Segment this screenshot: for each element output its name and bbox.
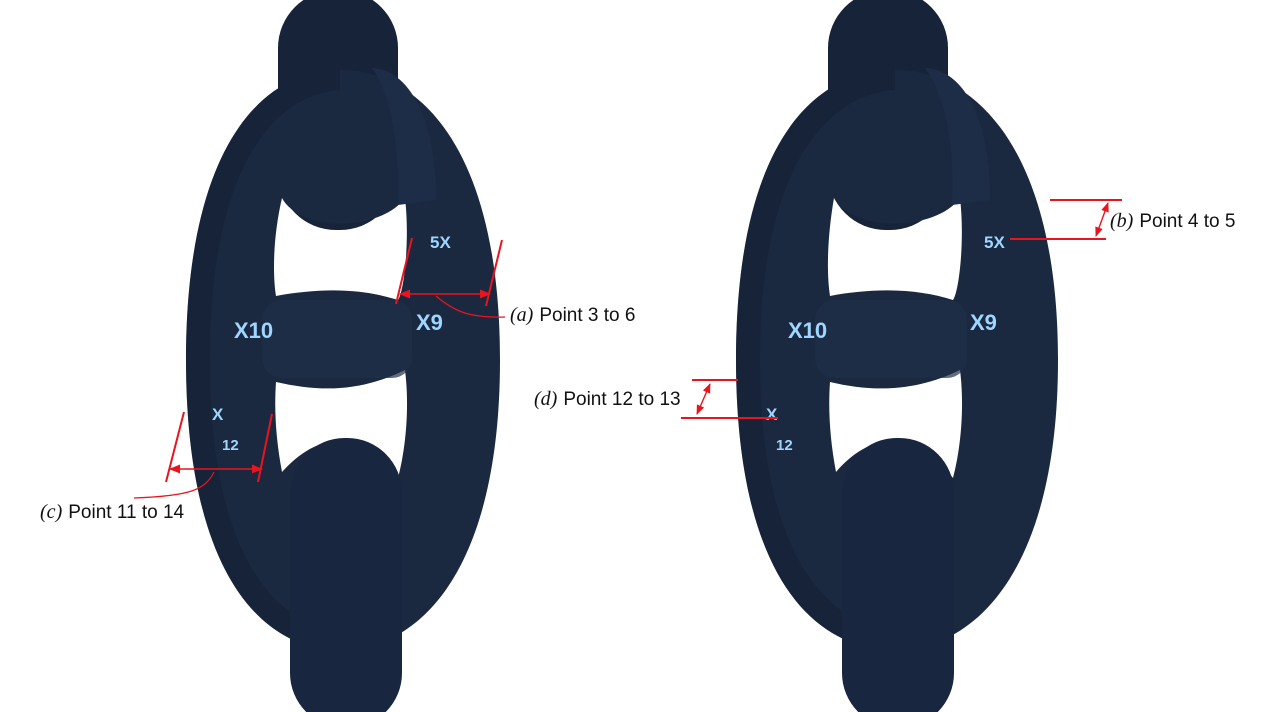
right-chalk-x10: X10 [788, 318, 827, 343]
svg-text:(c)Point 11 to 14: (c) Point 11 to 14 [40, 501, 185, 523]
annotation-a-tick-left [395, 237, 413, 305]
annotation-b-arrow [1095, 202, 1109, 237]
right-chalk-5x: 5X [984, 233, 1005, 252]
svg-text:(d)Point 12 to 13: (d) Point 12 to 13 [534, 388, 681, 410]
svg-text:(b)Point 4 to 5: (b) Point 4 to 5 [1110, 210, 1235, 232]
right-bottom-link [842, 438, 954, 712]
annotation-a-letter: a [517, 304, 527, 326]
annotation-b: (b) Point 4 to 5 [1010, 199, 1235, 240]
right-chalk-x12-n: 12 [776, 437, 793, 454]
left-chalk-x12-x: X [212, 405, 224, 424]
left-bottom-link [290, 438, 402, 712]
left-chalk-5x: 5X [430, 233, 451, 252]
left-chalk-x12-n: 12 [222, 437, 239, 454]
annotation-c-leader [133, 471, 215, 499]
svg-text:(a)Point 3 to 6: (a) Point 3 to 6 [510, 304, 635, 326]
annotation-c-letter: c [47, 501, 56, 523]
left-chalk-x9: X9 [416, 310, 443, 335]
left-chain-link: X10 X9 5X X 12 [186, 0, 500, 712]
right-chain-link: X10 X9 5X X 12 [736, 0, 1058, 712]
annotation-c-label: Point 11 to 14 [68, 502, 184, 523]
right-chalk-x12-x: X [766, 405, 778, 424]
annotation-d-letter: d [541, 388, 552, 410]
annotation-b-letter: b [1117, 210, 1127, 232]
annotation-b-label: Point 4 to 5 [1139, 211, 1235, 232]
annotation-a: (a) Point 3 to 6 [395, 237, 635, 326]
annotation-c: (c) Point 11 to 14 [40, 411, 273, 523]
annotation-d: (d) Point 12 to 13 [534, 379, 778, 419]
right-chalk-x9: X9 [970, 310, 997, 335]
annotation-d-arrow [696, 383, 711, 415]
annotation-a-label: Point 3 to 6 [539, 305, 635, 326]
annotation-a-leader [435, 295, 506, 318]
annotation-c-tick-left [165, 411, 185, 483]
left-chalk-x10: X10 [234, 318, 273, 343]
annotation-d-label: Point 12 to 13 [563, 389, 680, 410]
